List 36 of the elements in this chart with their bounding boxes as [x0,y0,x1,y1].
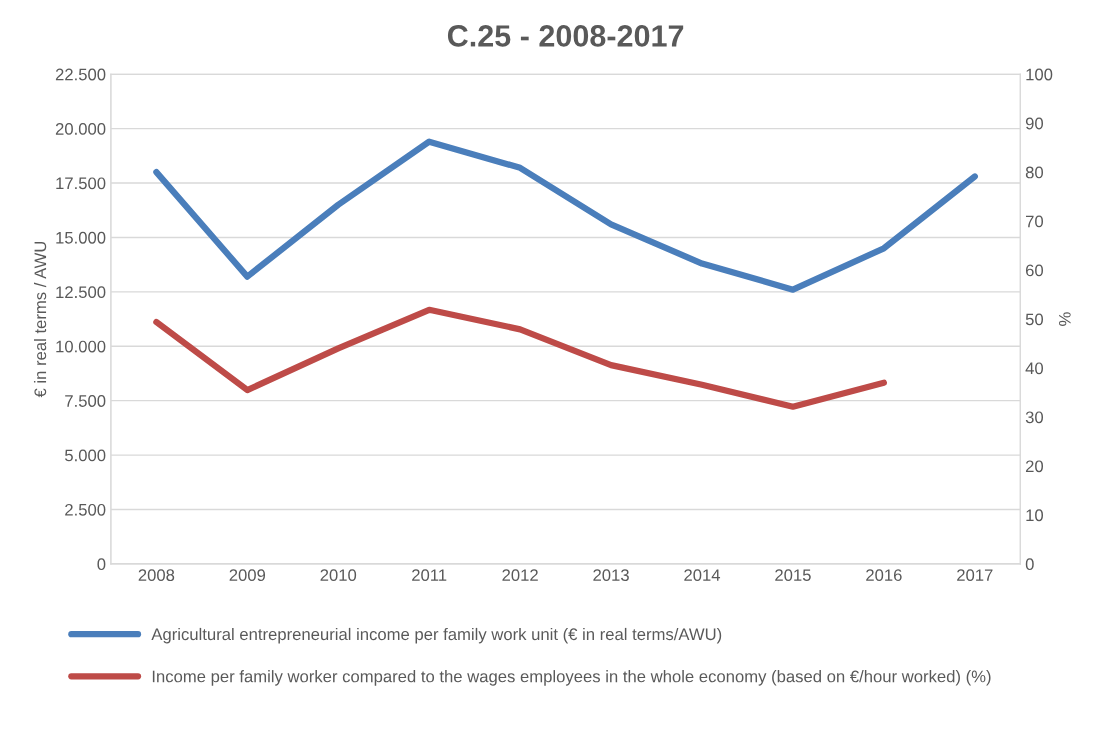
x-tick-label: 2008 [138,569,175,582]
x-tick-label: 2015 [775,569,811,582]
y2-tick-label: 60 [1025,264,1044,277]
y2-tick-label: 100 [1026,68,1053,81]
y2-tick-label: 40 [1025,362,1044,375]
y-tick-label: 5.000 [65,449,106,462]
x-tick-label: 2016 [866,569,902,582]
y-tick-label: 22.500 [55,68,106,81]
x-tick-label: 2014 [684,569,721,582]
y-tick-label: 7.500 [65,395,106,407]
legend-label: Agricultural entrepreneurial income per family work unit (€ in real terms/AWU) [151,627,722,644]
y-tick-label: 0 [97,558,106,571]
x-tick-label: 2012 [502,569,538,582]
x-tick-label: 2010 [320,569,357,582]
y-tick-label: 15.000 [56,231,106,244]
legend-label: Income per family worker compared to the wages employees in the whole economy (based on €/hour worked) (%) [152,670,991,686]
y2-tick-label: 70 [1026,215,1044,228]
y-tick-label: 12.500 [56,286,106,299]
x-tick-label: 2011 [412,569,447,582]
y-tick-label: 17.500 [56,177,106,190]
y-tick-label: 10.000 [56,340,106,353]
y-tick-label: 2.500 [65,503,106,516]
y2-tick-label: 20 [1025,460,1044,473]
y2-tick-label: 0 [1025,558,1034,571]
y2-axis-title: % [1059,312,1071,326]
y2-tick-label: 90 [1025,117,1044,130]
y-axis-title: € in real terms / AWU [33,241,47,398]
y2-tick-label: 10 [1026,509,1044,522]
x-tick-label: 2009 [229,569,266,582]
y2-tick-label: 80 [1025,166,1044,179]
chart-title: C.25 - 2008-2017 [447,25,684,47]
y2-tick-label: 30 [1025,411,1044,424]
y2-tick-label: 50 [1025,313,1044,326]
x-tick-label: 2013 [593,569,629,582]
y-tick-label: 20.000 [55,123,106,135]
x-tick-label: 2017 [957,569,993,582]
